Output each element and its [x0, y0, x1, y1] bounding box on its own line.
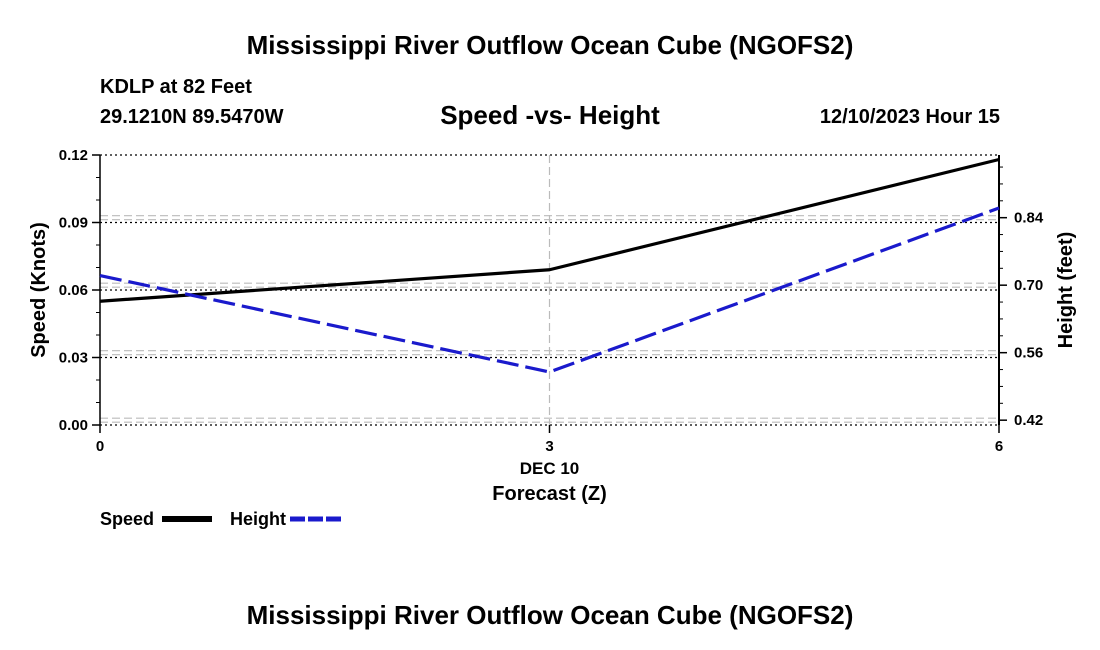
plot-title: Speed -vs- Height: [440, 100, 660, 130]
right-tick-label-2: 0.70: [1014, 277, 1043, 294]
chart-bottom-title: Mississippi River Outflow Ocean Cube (NG…: [246, 600, 854, 630]
right-tick-label-0: 0.42: [1014, 412, 1043, 429]
right-tick-label-3: 0.84: [1014, 210, 1044, 227]
series-line-height: [99, 206, 1000, 374]
legend-speed-swatch: [162, 516, 212, 522]
forecast-datetime: 12/10/2023 Hour 15: [819, 106, 1000, 128]
y-axis-left-title: Speed (Knots): [28, 222, 50, 358]
legend-speed-label: Speed: [100, 509, 155, 529]
left-tick-label-1: 0.03: [59, 350, 88, 367]
left-tick-label-3: 0.09: [59, 215, 88, 232]
left-tick-label-4: 0.12: [59, 147, 88, 164]
x-tick-label-1: 3: [545, 438, 553, 455]
y-axis-right-title: Height (feet): [1055, 232, 1077, 349]
right-tick-label-1: 0.56: [1014, 345, 1043, 362]
left-tick-label-0: 0.00: [59, 417, 88, 434]
left-tick-label-2: 0.06: [59, 282, 88, 299]
x-tick-label-2: 6: [995, 438, 1003, 455]
station-label: KDLP at 82 Feet: [100, 76, 252, 98]
legend-height-label: Height: [230, 509, 286, 529]
x-axis-title: Forecast (Z): [492, 483, 606, 505]
x-tick-label-0: 0: [96, 438, 104, 455]
x-date-label: DEC 10: [520, 459, 580, 478]
legend-height-swatch: [290, 516, 342, 522]
station-coordinates: 29.1210N 89.5470W: [100, 106, 284, 128]
chart-main-title: Mississippi River Outflow Ocean Cube (NG…: [246, 30, 854, 60]
